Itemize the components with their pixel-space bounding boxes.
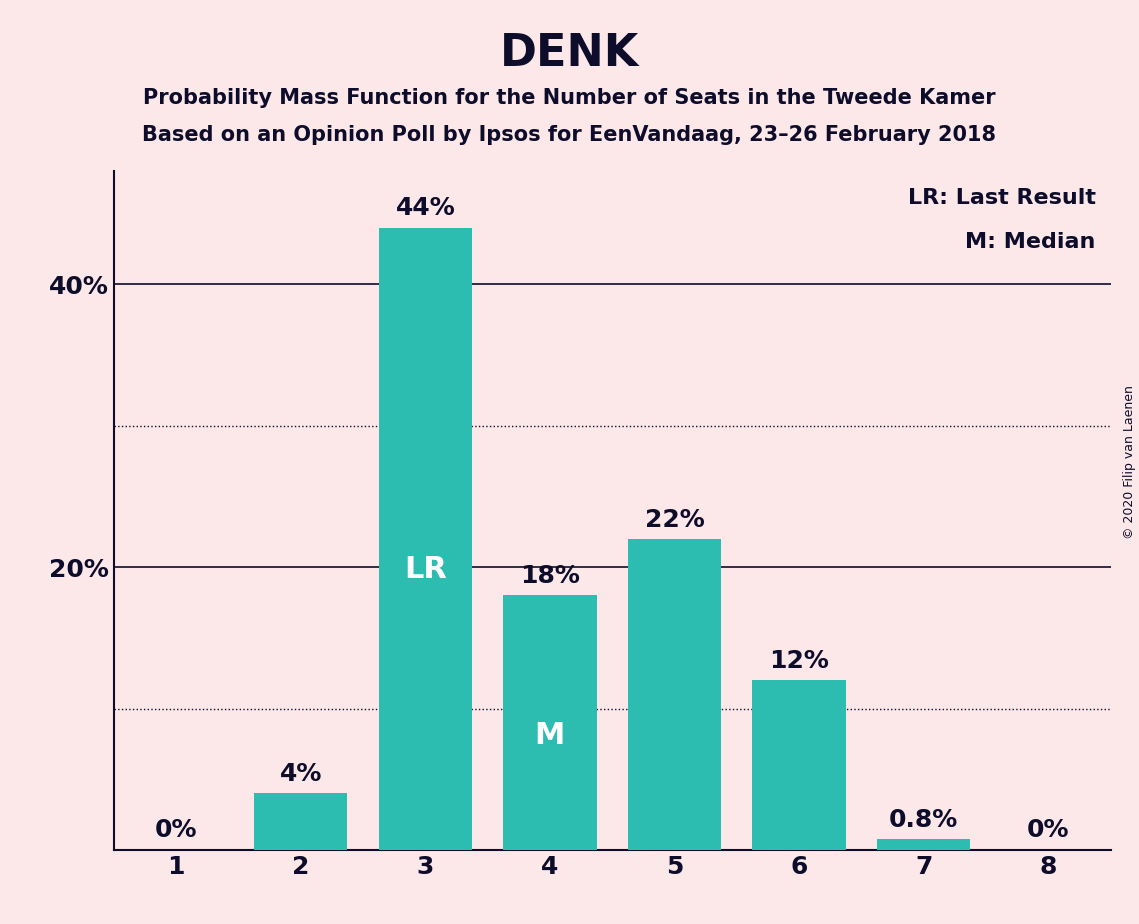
Text: 4%: 4% bbox=[279, 762, 322, 786]
Text: 22%: 22% bbox=[645, 507, 704, 531]
Text: 18%: 18% bbox=[521, 565, 580, 589]
Bar bbox=[378, 227, 472, 850]
Text: LR: LR bbox=[404, 555, 446, 585]
Text: Probability Mass Function for the Number of Seats in the Tweede Kamer: Probability Mass Function for the Number… bbox=[144, 88, 995, 108]
Text: DENK: DENK bbox=[500, 32, 639, 76]
Text: 12%: 12% bbox=[769, 650, 829, 674]
Text: 0.8%: 0.8% bbox=[890, 808, 958, 832]
Bar bbox=[254, 794, 347, 850]
Text: 44%: 44% bbox=[395, 197, 456, 221]
Text: M: Median: M: Median bbox=[965, 232, 1096, 252]
Text: 0%: 0% bbox=[1027, 818, 1070, 842]
Bar bbox=[753, 680, 846, 850]
Text: M: M bbox=[534, 721, 565, 750]
Bar bbox=[503, 595, 597, 850]
Text: Based on an Opinion Poll by Ipsos for EenVandaag, 23–26 February 2018: Based on an Opinion Poll by Ipsos for Ee… bbox=[142, 125, 997, 145]
Bar bbox=[877, 839, 970, 850]
Text: LR: Last Result: LR: Last Result bbox=[908, 188, 1096, 208]
Text: 0%: 0% bbox=[155, 818, 197, 842]
Bar bbox=[628, 539, 721, 850]
Text: © 2020 Filip van Laenen: © 2020 Filip van Laenen bbox=[1123, 385, 1137, 539]
